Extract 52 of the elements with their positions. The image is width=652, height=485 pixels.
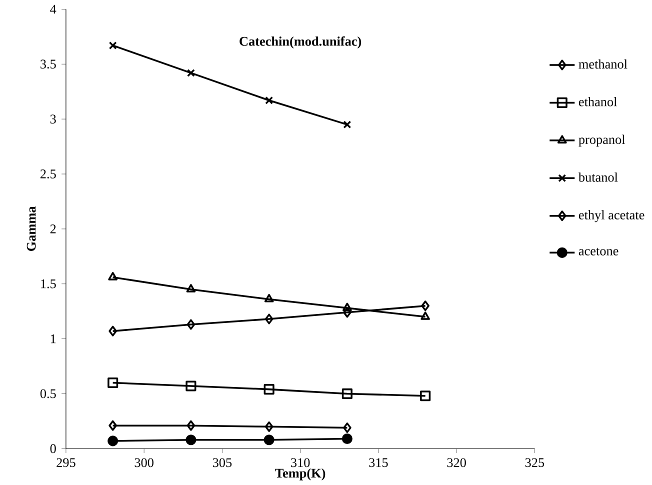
point [108, 326, 118, 336]
y-tick-label: 3.5 [40, 60, 56, 68]
point [264, 421, 274, 432]
y-tick-label: 4 [50, 4, 56, 14]
point [421, 300, 430, 312]
point [186, 284, 196, 292]
point [342, 302, 352, 312]
x-tick-label: 325 [525, 458, 544, 467]
point [342, 433, 352, 444]
point [420, 311, 430, 320]
point [343, 307, 352, 318]
legend-label: ethanol [578, 96, 617, 106]
point [343, 422, 352, 433]
x-tick-label: 320 [447, 458, 466, 468]
point [264, 314, 274, 324]
legend-label: methanol [578, 59, 628, 68]
text: Catechin(mod.unifac) [240, 36, 362, 48]
point [186, 420, 196, 431]
y-tick-label: 3 [50, 114, 56, 124]
x-tick-label: 310 [291, 458, 310, 468]
y-tick-label: 0 [50, 444, 56, 453]
y-tick-label: 1 [50, 334, 56, 344]
x-axis-title: Temp(K) [275, 468, 326, 480]
point [186, 434, 196, 446]
legend-label: ethyl acetate [578, 210, 644, 222]
x-tick-label: 305 [212, 458, 232, 468]
point [186, 68, 195, 77]
x-tick-label: 295 [56, 458, 76, 467]
point [265, 96, 274, 104]
point [108, 41, 117, 50]
y-axis-title: Gamma [26, 206, 36, 251]
point [264, 434, 274, 446]
point [342, 388, 352, 399]
point [186, 380, 196, 392]
legend-label: acetone [578, 248, 618, 256]
x-tick-label: 300 [134, 458, 154, 468]
point [108, 436, 118, 446]
point [186, 319, 196, 330]
point [264, 384, 274, 394]
y-tick-label: 1.5 [41, 279, 56, 288]
point [108, 377, 118, 388]
point [108, 272, 118, 280]
y-tick-label: 0.5 [40, 389, 56, 398]
legend-label: propanol [578, 134, 626, 147]
y-tick-label: 2 [50, 224, 56, 234]
legend-label: butanol [578, 172, 618, 182]
point [420, 390, 431, 402]
point [108, 420, 118, 431]
point [343, 120, 352, 128]
y-tick-label: 2.5 [40, 169, 56, 178]
x-tick-label: 315 [369, 458, 388, 467]
point [264, 294, 274, 302]
